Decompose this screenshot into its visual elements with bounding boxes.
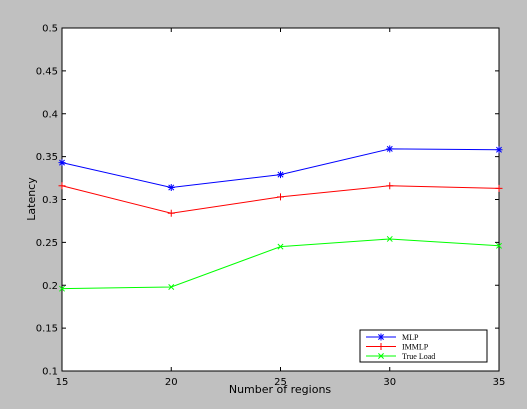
series-mlp [58, 145, 503, 191]
data-point-true-load [277, 243, 284, 250]
legend-marker-true-load [378, 353, 384, 359]
y-axis-label: Latency [25, 177, 38, 221]
data-point-true-load-stroke [277, 243, 284, 250]
data-point-mlp [386, 145, 394, 153]
legend-marker-true-load-stroke [378, 353, 384, 359]
y-tick-label: 0.5 [42, 24, 58, 35]
y-tick-label: 0.35 [36, 152, 58, 163]
data-point-mlp-stroke [59, 159, 65, 166]
y-tick-label: 0.3 [42, 195, 58, 206]
y-tick-label: 0.1 [42, 367, 58, 378]
x-axis-label: Number of regions [229, 383, 332, 396]
x-tick-label: 20 [165, 377, 178, 388]
legend-label-mlp: MLP [402, 333, 419, 342]
data-point-mlp [277, 171, 284, 179]
series-immlp [58, 182, 503, 217]
legend-marker-immlp [377, 343, 385, 350]
series-layer [58, 145, 503, 292]
data-point-immlp [167, 209, 175, 217]
series-true-load [59, 235, 502, 292]
data-point-true-load-stroke [168, 283, 175, 290]
data-point-mlp-stroke [277, 171, 284, 178]
y-tick-label: 0.15 [36, 324, 58, 335]
x-tick-label: 25 [274, 377, 287, 388]
data-point-mlp [167, 183, 175, 191]
x-tick-label: 35 [493, 377, 506, 388]
data-point-immlp [58, 182, 66, 190]
data-point-mlp-stroke [496, 146, 502, 153]
data-point-true-load-stroke [59, 285, 65, 292]
data-point-immlp [495, 184, 503, 192]
legend-label-true-load: True Load [402, 352, 435, 361]
data-point-true-load [59, 285, 65, 292]
data-point-true-load [168, 283, 175, 290]
y-axis: 0.1 0.15 0.2 0.25 0.3 0.35 0.4 0.45 0.5 [36, 24, 499, 378]
data-point-mlp-stroke [168, 184, 175, 191]
data-point-true-load-stroke [496, 242, 502, 249]
data-point-true-load [386, 235, 393, 242]
y-tick-label: 0.2 [42, 281, 58, 292]
data-point-immlp [386, 182, 394, 190]
legend-marker-mlp-stroke [378, 334, 384, 340]
x-tick-label: 30 [383, 377, 396, 388]
data-point-mlp-stroke [386, 145, 393, 152]
y-tick-label: 0.45 [36, 66, 58, 77]
legend-marker-mlp [377, 333, 385, 341]
data-point-immlp [277, 193, 284, 201]
y-tick-label: 0.4 [42, 109, 58, 120]
data-point-mlp [58, 159, 66, 167]
x-tick-label: 15 [56, 377, 69, 388]
data-point-true-load [496, 242, 502, 249]
y-tick-label: 0.25 [36, 238, 58, 249]
data-point-true-load-stroke [386, 235, 393, 242]
x-axis: 15 20 25 30 35 [56, 28, 506, 388]
legend-label-immlp: IMMLP [402, 343, 429, 352]
data-point-mlp [495, 146, 503, 154]
